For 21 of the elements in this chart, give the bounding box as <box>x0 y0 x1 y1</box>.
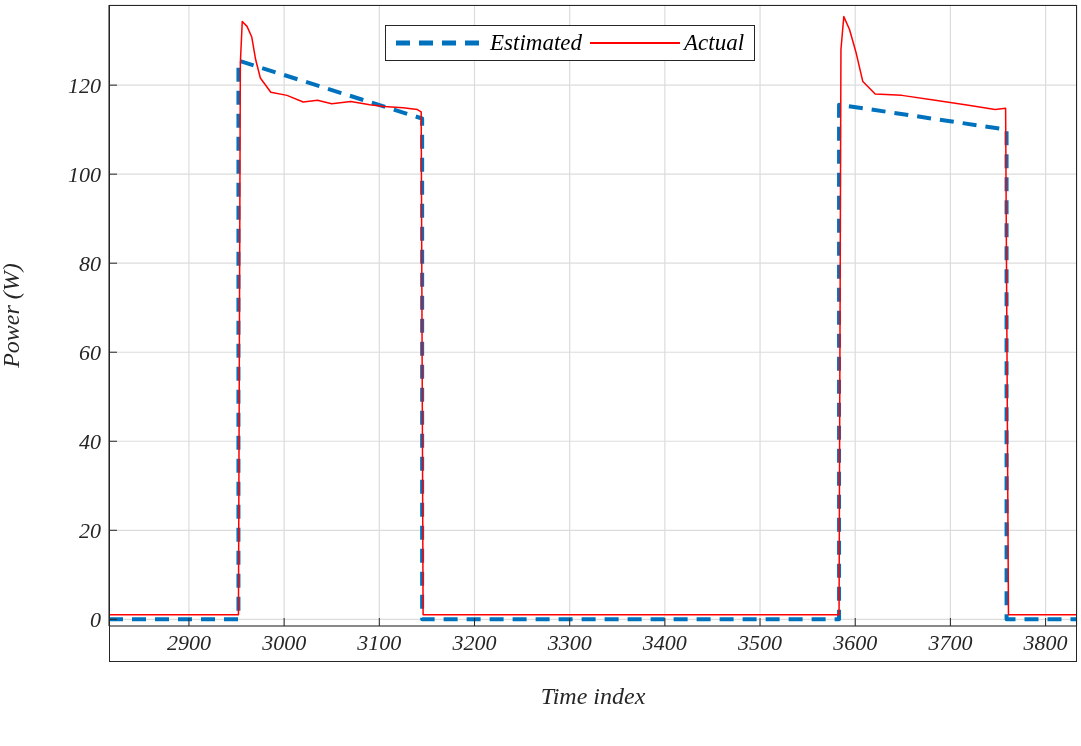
x-tick-label: 3700 <box>927 629 973 655</box>
x-tick-label: 2900 <box>166 629 211 655</box>
x-tick-label: 3500 <box>737 629 783 655</box>
legend-label: Actual <box>684 30 745 56</box>
x-tick-label: 3600 <box>832 629 878 655</box>
y-tick-label: 80 <box>79 251 101 276</box>
y-tick-label: 20 <box>79 518 101 544</box>
x-tick-label: 3300 <box>546 629 592 655</box>
y-tick-label: 120 <box>68 72 101 98</box>
x-tick-label: 3100 <box>356 629 402 655</box>
y-tick-label: 60 <box>79 340 101 366</box>
x-tick-label: 3000 <box>261 629 307 655</box>
x-tick-label: 3200 <box>451 629 497 655</box>
x-tick-label: 3800 <box>1022 629 1068 655</box>
x-axis-title: Time index <box>540 683 646 709</box>
y-axis-title: Power (W) <box>0 263 24 369</box>
legend-label: Estimated <box>490 30 582 56</box>
y-tick-label: 100 <box>68 161 101 187</box>
y-tick-label: 0 <box>90 607 101 633</box>
x-tick-label: 3400 <box>641 629 687 655</box>
y-tick-label: 40 <box>79 429 101 455</box>
